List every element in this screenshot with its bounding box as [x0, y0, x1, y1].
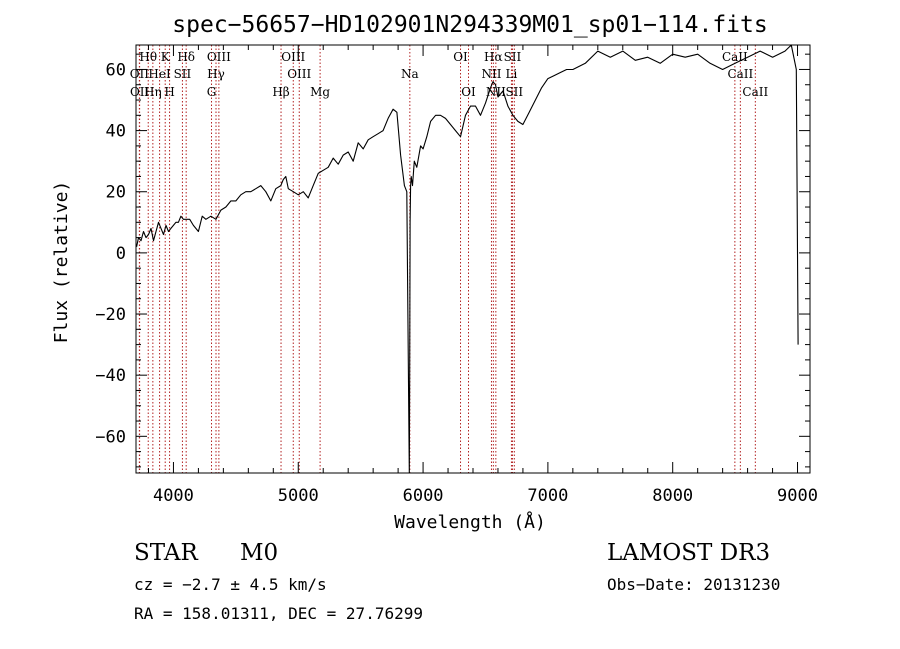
y-tick-label: 40 — [106, 122, 126, 142]
ra-dec: RA = 158.01311, DEC = 27.76299 — [134, 604, 423, 623]
line-marker-label: OIII — [287, 67, 311, 81]
line-marker-label: G — [207, 85, 217, 99]
line-marker-label: OI — [453, 50, 468, 64]
line-marker-label: NII — [486, 85, 506, 99]
object-class: STAR — [134, 540, 198, 566]
line-marker-label: OII — [130, 85, 150, 99]
observation-date: Obs−Date: 20131230 — [607, 575, 781, 594]
y-tick-label: −60 — [95, 427, 126, 447]
x-axis-label: Wavelength (Å) — [394, 511, 546, 533]
y-axis-ticks: −60 −40 −20 0 20 40 60 — [95, 53, 810, 468]
line-marker-label: K — [161, 50, 171, 64]
line-marker-label: OIII — [281, 50, 305, 64]
line-marker-label: Hβ — [272, 85, 289, 99]
x-tick-label: 6000 — [403, 486, 444, 506]
plot-frame — [135, 44, 811, 474]
line-marker-label: NII — [481, 67, 501, 81]
y-tick-label: 0 — [116, 244, 126, 264]
x-tick-label: 4000 — [153, 486, 194, 506]
x-tick-label: 8000 — [652, 486, 693, 506]
y-tick-label: 20 — [106, 183, 126, 203]
survey-name: LAMOST DR3 — [607, 540, 771, 566]
spectrum-line — [136, 44, 799, 474]
line-marker-label: Hη — [144, 85, 162, 99]
x-tick-label: 5000 — [278, 486, 319, 506]
line-marker-label: Hγ — [207, 67, 225, 81]
line-marker-label: Hδ — [177, 50, 195, 64]
line-marker-label: SII — [505, 85, 523, 99]
line-marker-label: SII — [174, 67, 192, 81]
line-marker-label: Li — [506, 67, 518, 81]
line-markers — [138, 45, 756, 473]
line-marker-label: OIII — [207, 50, 231, 64]
line-marker-label: OI — [461, 85, 476, 99]
line-marker-label: H — [164, 85, 174, 99]
y-tick-label: −40 — [95, 366, 126, 386]
x-tick-label: 7000 — [527, 486, 568, 506]
y-tick-label: −20 — [95, 305, 126, 325]
line-marker-label: Hθ — [139, 50, 157, 64]
y-tick-label: 60 — [106, 60, 126, 80]
redshift-cz: cz = −2.7 ± 4.5 km/s — [134, 575, 327, 594]
x-tick-label: 9000 — [777, 486, 818, 506]
line-marker-label: OII — [130, 67, 150, 81]
chart-title: spec−56657−HD102901N294339M01_sp01−114.f… — [172, 12, 767, 38]
line-marker-label: CaII — [742, 85, 768, 99]
line-marker-label: HeI — [148, 67, 171, 81]
x-axis-ticks: 4000 5000 6000 7000 8000 9000 — [147, 45, 818, 506]
line-marker-label: Na — [401, 67, 419, 81]
line-marker-label: CaII — [727, 67, 753, 81]
line-marker-label: Mg — [310, 85, 330, 99]
y-axis-label: Flux (relative) — [51, 181, 72, 344]
spectral-subclass: M0 — [240, 540, 279, 566]
line-marker-label: CaII — [722, 50, 748, 64]
line-marker-label: SII — [504, 50, 522, 64]
line-marker-label: Hα — [484, 50, 503, 64]
